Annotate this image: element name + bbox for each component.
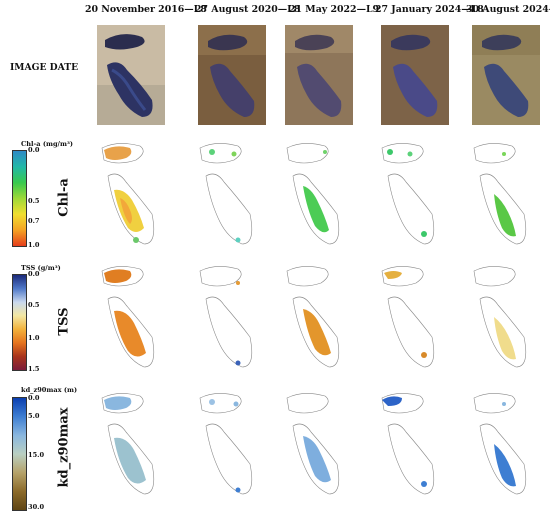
tss-tick-0: 0.0 — [28, 270, 40, 278]
satellite-image-2022 — [285, 25, 353, 125]
chla-tick-3: 1.0 — [28, 241, 40, 249]
kd-tick-2: 15.0 — [28, 451, 45, 459]
chla-colorbar-title: Chl-a (mg/m³) — [21, 140, 73, 148]
tss-tick-1: 0.5 — [28, 301, 40, 309]
chla-map-2024-aug — [473, 143, 527, 245]
tss-map-2016 — [101, 266, 155, 368]
tss-map-2024-aug — [473, 266, 527, 368]
satellite-image-2016 — [97, 25, 165, 125]
kd-map-2016 — [101, 393, 155, 495]
chla-map-2016 — [101, 143, 155, 245]
date-label-1: 20 November 2016—L8 — [85, 4, 207, 15]
chla-map-2022 — [286, 143, 340, 245]
chla-row-label: Chl-a — [56, 178, 72, 217]
kd-map-2022 — [286, 393, 340, 495]
chla-map-2024-jan — [381, 143, 435, 245]
chla-tick-0: 0.0 — [28, 146, 40, 154]
chla-tick-1: 0.5 — [28, 197, 40, 205]
date-label-2: 27 August 2020—L8 — [195, 4, 301, 15]
tss-map-2022 — [286, 266, 340, 368]
date-label-4: 27 January 2024—L8 — [375, 4, 484, 15]
satellite-image-2024-jan — [381, 25, 449, 125]
kd-tick-0: 0.0 — [28, 394, 40, 402]
image-date-row-title: IMAGE DATE — [10, 62, 79, 73]
tss-tick-2: 1.0 — [28, 334, 40, 342]
tss-map-2020 — [199, 266, 253, 368]
kd-map-2024-jan — [381, 393, 435, 495]
kd-row-label: kd_z90max — [56, 407, 72, 488]
chla-colorbar — [12, 150, 27, 247]
tss-row-label: TSS — [56, 307, 72, 336]
tss-tick-3: 1.5 — [28, 365, 40, 373]
kd-map-2020 — [199, 393, 253, 495]
satellite-image-2024-aug — [472, 25, 540, 125]
chla-map-2020 — [199, 143, 253, 245]
tss-colorbar — [12, 274, 27, 371]
kd-tick-3: 30.0 — [28, 503, 45, 511]
kd-map-2024-aug — [473, 393, 527, 495]
tss-colorbar-title: TSS (g/m³) — [21, 264, 61, 272]
satellite-image-2020 — [198, 25, 266, 125]
chla-tick-2: 0.7 — [28, 217, 40, 225]
kd-colorbar-title: kd_z90max (m) — [21, 386, 78, 394]
date-label-5: 30 August 2024—L9 — [466, 4, 550, 15]
kd-tick-1: 5.0 — [28, 412, 40, 420]
kd-colorbar — [12, 397, 27, 511]
tss-map-2024-jan — [381, 266, 435, 368]
date-label-3: 21 May 2022—L9 — [289, 4, 380, 15]
